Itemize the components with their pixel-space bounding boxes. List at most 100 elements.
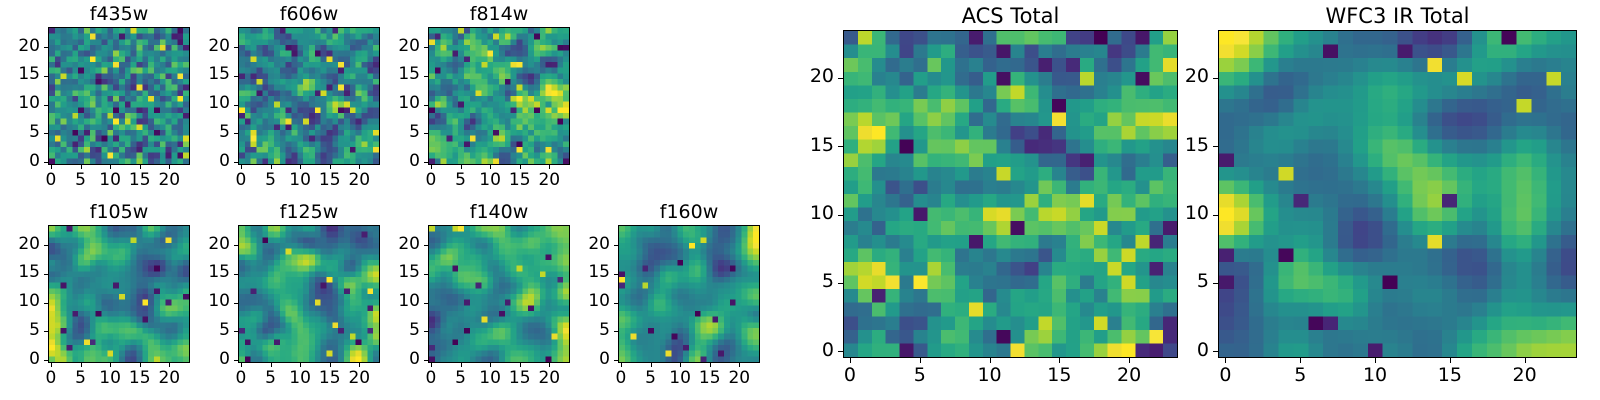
ytick-label: 0 bbox=[599, 348, 610, 369]
xtick-mark bbox=[1450, 358, 1451, 363]
plot-area-f140w bbox=[428, 225, 570, 363]
xtick-mark bbox=[710, 363, 711, 367]
ytick-mark bbox=[838, 283, 843, 284]
xtick-mark bbox=[520, 165, 521, 169]
ytick-mark bbox=[1213, 283, 1218, 284]
xtick-mark bbox=[110, 363, 111, 367]
xtick-label: 15 bbox=[1047, 364, 1072, 386]
ytick-label: 15 bbox=[809, 133, 834, 156]
heatmap-f435w bbox=[49, 28, 189, 164]
ytick-mark bbox=[838, 351, 843, 352]
ytick-label: 0 bbox=[219, 150, 230, 171]
ytick-mark bbox=[838, 78, 843, 79]
xtick-mark bbox=[1375, 358, 1376, 363]
heatmap-f140w bbox=[429, 226, 569, 362]
xtick-label: 10 bbox=[289, 170, 311, 190]
xtick-label: 10 bbox=[99, 170, 121, 190]
xtick-label: 5 bbox=[75, 368, 86, 388]
xtick-mark bbox=[431, 363, 432, 367]
ytick-mark bbox=[44, 360, 48, 361]
ytick-mark bbox=[44, 133, 48, 134]
plot-area-wfc3-ir-total bbox=[1218, 30, 1577, 358]
ytick-mark bbox=[1213, 146, 1218, 147]
ytick-mark bbox=[44, 76, 48, 77]
panel-title-f105w: f105w bbox=[89, 201, 149, 223]
ytick-mark bbox=[424, 162, 428, 163]
panel-title-f435w: f435w bbox=[89, 3, 149, 25]
plot-area-f105w bbox=[48, 225, 190, 363]
xtick-mark bbox=[461, 165, 462, 169]
ytick-mark bbox=[234, 360, 238, 361]
xtick-mark bbox=[1525, 358, 1526, 363]
plot-area-f435w bbox=[48, 27, 190, 165]
xtick-label: 20 bbox=[1117, 364, 1142, 386]
ytick-mark bbox=[424, 274, 428, 275]
xtick-mark bbox=[51, 363, 52, 367]
xtick-mark bbox=[271, 363, 272, 367]
ytick-label: 15 bbox=[398, 64, 420, 85]
xtick-label: 15 bbox=[318, 170, 341, 190]
xtick-mark bbox=[330, 363, 331, 367]
panel-title-f160w: f160w bbox=[659, 201, 719, 223]
xtick-mark bbox=[359, 363, 360, 367]
plot-area-f125w bbox=[238, 225, 380, 363]
ytick-mark bbox=[424, 331, 428, 332]
ytick-mark bbox=[44, 162, 48, 163]
ytick-mark bbox=[234, 245, 238, 246]
xtick-label: 15 bbox=[128, 170, 151, 190]
ytick-label: 5 bbox=[599, 319, 610, 340]
panel-title-f125w: f125w bbox=[279, 201, 339, 223]
xtick-label: 15 bbox=[508, 368, 531, 388]
xtick-mark bbox=[739, 363, 740, 367]
xtick-label: 20 bbox=[538, 368, 561, 388]
ytick-label: 0 bbox=[1196, 338, 1209, 361]
xtick-mark bbox=[1059, 358, 1060, 363]
xtick-mark bbox=[520, 363, 521, 367]
xtick-label: 20 bbox=[158, 368, 181, 388]
ytick-mark bbox=[44, 245, 48, 246]
xtick-label: 10 bbox=[479, 368, 501, 388]
xtick-mark bbox=[271, 165, 272, 169]
ytick-label: 20 bbox=[588, 233, 610, 254]
ytick-label: 20 bbox=[208, 233, 230, 254]
ytick-mark bbox=[614, 360, 618, 361]
xtick-label: 20 bbox=[348, 368, 371, 388]
heatmap-f814w bbox=[429, 28, 569, 164]
ytick-mark bbox=[44, 274, 48, 275]
ytick-mark bbox=[424, 133, 428, 134]
ytick-label: 20 bbox=[398, 233, 420, 254]
ytick-label: 10 bbox=[208, 93, 230, 114]
panel-title-wfc3-ir-total: WFC3 IR Total bbox=[1325, 4, 1470, 28]
ytick-label: 20 bbox=[398, 35, 420, 56]
ytick-mark bbox=[614, 331, 618, 332]
xtick-mark bbox=[920, 358, 921, 363]
ytick-mark bbox=[44, 331, 48, 332]
ytick-mark bbox=[44, 105, 48, 106]
ytick-label: 10 bbox=[398, 291, 420, 312]
xtick-label: 5 bbox=[455, 170, 466, 190]
ytick-label: 5 bbox=[1196, 270, 1209, 293]
xtick-mark bbox=[81, 363, 82, 367]
xtick-label: 10 bbox=[99, 368, 121, 388]
ytick-mark bbox=[614, 303, 618, 304]
ytick-label: 15 bbox=[208, 64, 230, 85]
ytick-label: 10 bbox=[18, 291, 40, 312]
xtick-label: 15 bbox=[318, 368, 341, 388]
ytick-label: 15 bbox=[18, 64, 40, 85]
xtick-label: 10 bbox=[669, 368, 691, 388]
ytick-mark bbox=[234, 331, 238, 332]
heatmap-f160w bbox=[619, 226, 759, 362]
xtick-label: 15 bbox=[128, 368, 151, 388]
ytick-mark bbox=[838, 215, 843, 216]
ytick-label: 10 bbox=[588, 291, 610, 312]
plot-area-acs-total bbox=[843, 30, 1178, 358]
panel-title-f814w: f814w bbox=[469, 3, 529, 25]
heatmap-wfc3-ir-total bbox=[1219, 31, 1576, 357]
ytick-label: 10 bbox=[18, 93, 40, 114]
